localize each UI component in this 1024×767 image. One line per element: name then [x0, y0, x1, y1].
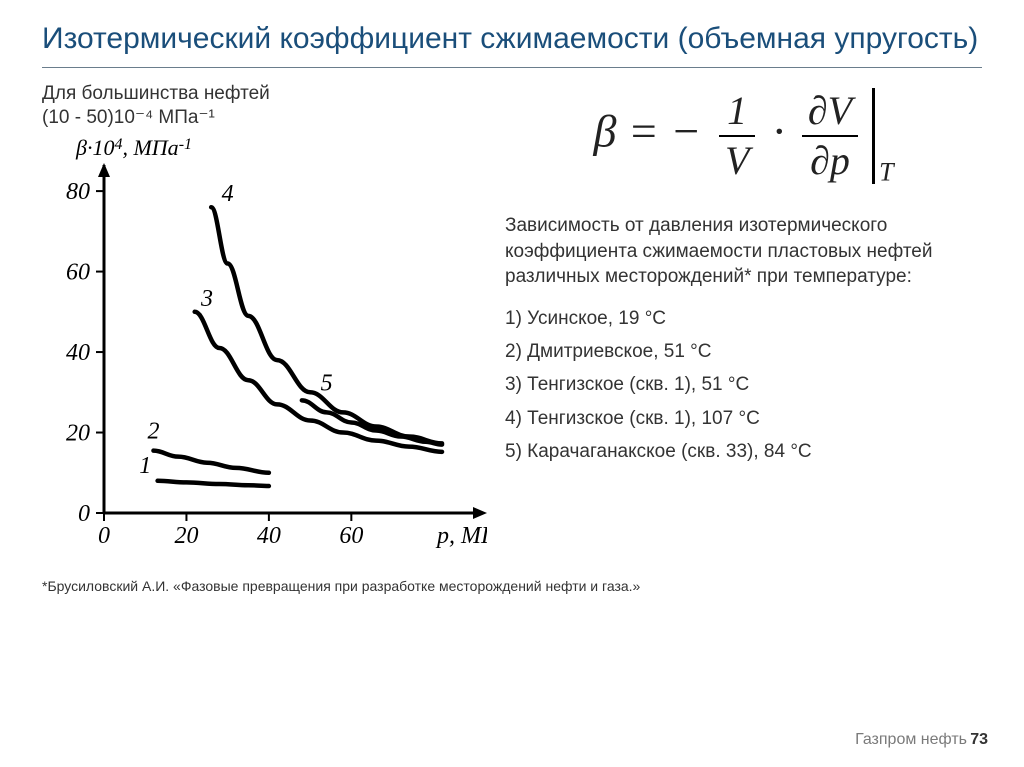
- svg-text:p, МПа: p, МПа: [435, 523, 487, 549]
- svg-text:2: 2: [147, 418, 159, 444]
- subtitle: Для большинства нефтей (10 - 50)10⁻⁴ МПа…: [42, 82, 487, 131]
- legend-item: 5) Карачаганакское (скв. 33), 84 °C: [505, 435, 982, 468]
- divider: [42, 67, 982, 68]
- footer-company: Газпром нефть: [855, 731, 967, 748]
- svg-text:80: 80: [66, 179, 90, 205]
- svg-text:60: 60: [339, 523, 363, 549]
- chart-description: Зависимость от давления изотермического …: [505, 213, 982, 290]
- formula-dot: ·: [761, 105, 796, 156]
- svg-text:40: 40: [66, 340, 90, 366]
- footnote: *Брусиловский А.И. «Фазовые превращения …: [42, 578, 982, 594]
- formula-sub-t: T: [879, 157, 893, 186]
- subtitle-line-1: Для большинства нефтей: [42, 82, 487, 107]
- legend-item: 2) Дмитриевское, 51 °C: [505, 335, 982, 368]
- subtitle-line-2: (10 - 50)10⁻⁴ МПа⁻¹: [42, 106, 487, 131]
- svg-text:20: 20: [66, 420, 90, 446]
- legend-list: 1) Усинское, 19 °C2) Дмитриевское, 51 °C…: [505, 302, 982, 468]
- formula-frac-2: ∂V ∂p: [802, 91, 858, 181]
- footer: Газпром нефть 73: [855, 731, 988, 749]
- formula-bar: [872, 88, 875, 184]
- legend-item: 1) Усинское, 19 °C: [505, 302, 982, 335]
- svg-text:0: 0: [98, 523, 110, 549]
- formula-eq: = −: [616, 105, 701, 156]
- formula-beta: β: [593, 105, 616, 156]
- compressibility-chart: β·104, МПа-1 0 20 40 60 80 0 20 40 60 p, МПа 1 2 3 4 5: [42, 131, 487, 561]
- svg-text:3: 3: [200, 286, 213, 312]
- footer-page: 73: [970, 731, 988, 748]
- svg-text:40: 40: [257, 523, 281, 549]
- page-title: Изотермический коэффициент сжимаемости (…: [42, 22, 982, 57]
- svg-text:20: 20: [174, 523, 198, 549]
- beta-formula: β = − 1 V · ∂V ∂p T: [505, 88, 982, 188]
- formula-frac-1: 1 V: [719, 91, 755, 181]
- legend-item: 4) Тенгизское (скв. 1), 107 °C: [505, 402, 982, 435]
- legend-item: 3) Тенгизское (скв. 1), 51 °C: [505, 368, 982, 401]
- svg-text:4: 4: [222, 181, 234, 207]
- svg-text:1: 1: [139, 453, 151, 479]
- svg-text:60: 60: [66, 259, 90, 285]
- svg-text:0: 0: [78, 501, 90, 527]
- svg-text:β·104, МПа-1: β·104, МПа-1: [75, 135, 192, 160]
- svg-text:5: 5: [321, 370, 333, 396]
